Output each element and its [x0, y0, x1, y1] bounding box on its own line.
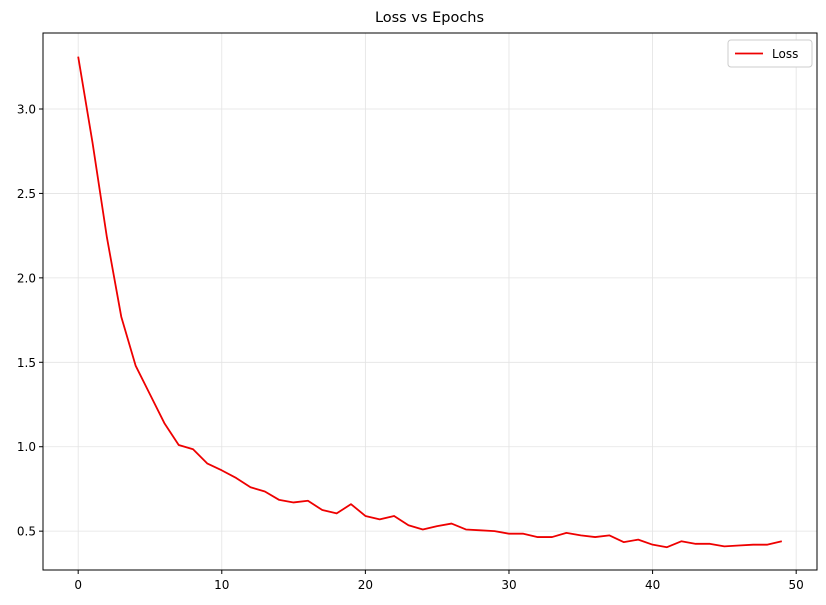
series-layer	[77, 56, 783, 549]
plot-area-frame	[42, 32, 818, 571]
x-tick-label: 30	[501, 578, 516, 592]
legend-box	[727, 39, 813, 68]
y-tick-label: 0.5	[17, 525, 36, 539]
y-tick-label: 1.0	[17, 440, 36, 454]
chart-title: Loss vs Epochs	[375, 10, 484, 26]
x-tick-label: 40	[645, 578, 660, 592]
legend: Loss	[727, 39, 813, 68]
y-tick-label: 1.5	[17, 356, 36, 370]
y-tick-label: 3.0	[17, 102, 36, 116]
legend-label-loss: Loss	[772, 47, 798, 61]
axes: 0 10 20 30 40 50 0.5 1.0 1.5 2.0 2.5 3.0	[17, 102, 804, 592]
y-tick-label: 2.5	[17, 187, 36, 201]
y-tick-label: 2.0	[17, 271, 36, 285]
series-line-loss	[77, 56, 783, 549]
x-tick-label: 10	[214, 578, 229, 592]
x-tick-label: 0	[74, 578, 82, 592]
x-tick-label: 20	[358, 578, 373, 592]
x-tick-label: 50	[789, 578, 804, 592]
grid-lines	[43, 33, 817, 570]
